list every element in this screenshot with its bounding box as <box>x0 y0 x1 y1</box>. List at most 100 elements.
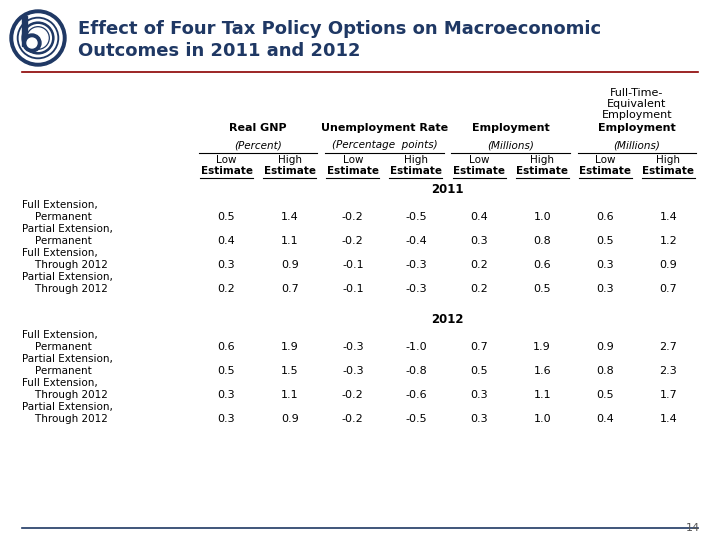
Text: 0.3: 0.3 <box>217 390 235 400</box>
Text: 0.3: 0.3 <box>470 236 488 246</box>
Text: (Millions): (Millions) <box>487 140 534 150</box>
Circle shape <box>27 38 37 48</box>
Text: 0.5: 0.5 <box>534 284 551 294</box>
Text: 0.5: 0.5 <box>470 366 488 376</box>
Text: 1.0: 1.0 <box>534 212 551 222</box>
Text: Estimate: Estimate <box>201 166 253 176</box>
Text: Employment: Employment <box>598 123 676 133</box>
Circle shape <box>23 34 41 52</box>
Text: -0.3: -0.3 <box>342 366 364 376</box>
Text: 1.9: 1.9 <box>281 342 299 352</box>
Text: (Millions): (Millions) <box>613 140 660 150</box>
Text: Partial Extension,: Partial Extension, <box>22 272 113 282</box>
Text: Partial Extension,: Partial Extension, <box>22 354 113 364</box>
Text: -0.3: -0.3 <box>342 342 364 352</box>
Text: Permanent: Permanent <box>22 366 91 376</box>
Text: -0.2: -0.2 <box>342 212 364 222</box>
Text: 0.7: 0.7 <box>281 284 299 294</box>
Text: Low: Low <box>595 155 616 165</box>
Text: 1.7: 1.7 <box>660 390 678 400</box>
Text: 1.6: 1.6 <box>534 366 551 376</box>
Circle shape <box>28 28 48 48</box>
Text: 0.5: 0.5 <box>217 366 235 376</box>
Text: -0.8: -0.8 <box>405 366 427 376</box>
Text: Full Extension,: Full Extension, <box>22 378 98 388</box>
Text: Low: Low <box>216 155 237 165</box>
Text: -1.0: -1.0 <box>405 342 427 352</box>
Text: Through 2012: Through 2012 <box>22 390 108 400</box>
Text: 0.2: 0.2 <box>470 260 488 270</box>
Text: 0.5: 0.5 <box>596 236 614 246</box>
Text: Unemployment Rate: Unemployment Rate <box>321 123 448 133</box>
Text: (Percentage  points): (Percentage points) <box>332 140 437 150</box>
Text: High: High <box>278 155 302 165</box>
Text: High: High <box>404 155 428 165</box>
Text: Permanent: Permanent <box>22 212 91 222</box>
Text: 1.2: 1.2 <box>660 236 678 246</box>
Text: Through 2012: Through 2012 <box>22 260 108 270</box>
Text: 1.4: 1.4 <box>660 212 678 222</box>
Text: 0.4: 0.4 <box>470 212 488 222</box>
Text: Low: Low <box>343 155 363 165</box>
Text: -0.2: -0.2 <box>342 236 364 246</box>
Text: 1.1: 1.1 <box>534 390 551 400</box>
Text: 0.2: 0.2 <box>470 284 488 294</box>
Text: Employment: Employment <box>602 110 672 120</box>
Text: 0.7: 0.7 <box>470 342 488 352</box>
Text: 1.9: 1.9 <box>534 342 551 352</box>
Text: 0.9: 0.9 <box>660 260 678 270</box>
Text: Full Extension,: Full Extension, <box>22 200 98 210</box>
Text: Effect of Four Tax Policy Options on Macroeconomic: Effect of Four Tax Policy Options on Mac… <box>78 20 601 38</box>
Text: 0.4: 0.4 <box>596 414 614 424</box>
Text: 0.4: 0.4 <box>217 236 235 246</box>
Text: Low: Low <box>469 155 490 165</box>
Text: -0.1: -0.1 <box>342 284 364 294</box>
Text: -0.2: -0.2 <box>342 390 364 400</box>
Bar <box>22 16 27 46</box>
Text: 0.3: 0.3 <box>470 390 488 400</box>
Text: 0.9: 0.9 <box>281 260 299 270</box>
Text: 1.1: 1.1 <box>281 236 299 246</box>
Text: 14: 14 <box>686 523 700 533</box>
Text: -0.6: -0.6 <box>405 390 427 400</box>
Text: 0.5: 0.5 <box>217 212 235 222</box>
Text: 0.5: 0.5 <box>596 390 614 400</box>
Text: 2.3: 2.3 <box>660 366 678 376</box>
Text: 0.8: 0.8 <box>534 236 551 246</box>
Text: Employment: Employment <box>472 123 549 133</box>
Text: 0.3: 0.3 <box>217 414 235 424</box>
Text: -0.3: -0.3 <box>405 260 427 270</box>
Text: 0.6: 0.6 <box>596 212 614 222</box>
Text: Full Extension,: Full Extension, <box>22 248 98 258</box>
Text: Full-Time-: Full-Time- <box>610 88 664 98</box>
Text: 0.6: 0.6 <box>217 342 235 352</box>
Text: Estimate: Estimate <box>327 166 379 176</box>
Text: -0.5: -0.5 <box>405 212 427 222</box>
Text: 0.2: 0.2 <box>217 284 235 294</box>
Text: 0.3: 0.3 <box>470 414 488 424</box>
Text: 1.5: 1.5 <box>281 366 299 376</box>
Text: 2012: 2012 <box>431 313 464 326</box>
Text: 1.1: 1.1 <box>281 390 299 400</box>
Text: -0.5: -0.5 <box>405 414 427 424</box>
Text: (Percent): (Percent) <box>234 140 282 150</box>
Text: 1.4: 1.4 <box>281 212 299 222</box>
Text: Estimate: Estimate <box>580 166 631 176</box>
Text: -0.1: -0.1 <box>342 260 364 270</box>
Text: Estimate: Estimate <box>453 166 505 176</box>
Text: Partial Extension,: Partial Extension, <box>22 224 113 234</box>
Text: Real GNP: Real GNP <box>229 123 287 133</box>
Text: Outcomes in 2011 and 2012: Outcomes in 2011 and 2012 <box>78 42 361 60</box>
Text: 0.7: 0.7 <box>660 284 678 294</box>
Circle shape <box>10 10 66 66</box>
Text: -0.3: -0.3 <box>405 284 427 294</box>
Text: 0.9: 0.9 <box>596 342 614 352</box>
Text: Equivalent: Equivalent <box>607 99 667 109</box>
Text: High: High <box>530 155 554 165</box>
Text: -0.2: -0.2 <box>342 414 364 424</box>
Text: 0.3: 0.3 <box>596 284 614 294</box>
Text: Through 2012: Through 2012 <box>22 414 108 424</box>
Text: 0.8: 0.8 <box>596 366 614 376</box>
Text: 0.9: 0.9 <box>281 414 299 424</box>
Text: Partial Extension,: Partial Extension, <box>22 402 113 412</box>
